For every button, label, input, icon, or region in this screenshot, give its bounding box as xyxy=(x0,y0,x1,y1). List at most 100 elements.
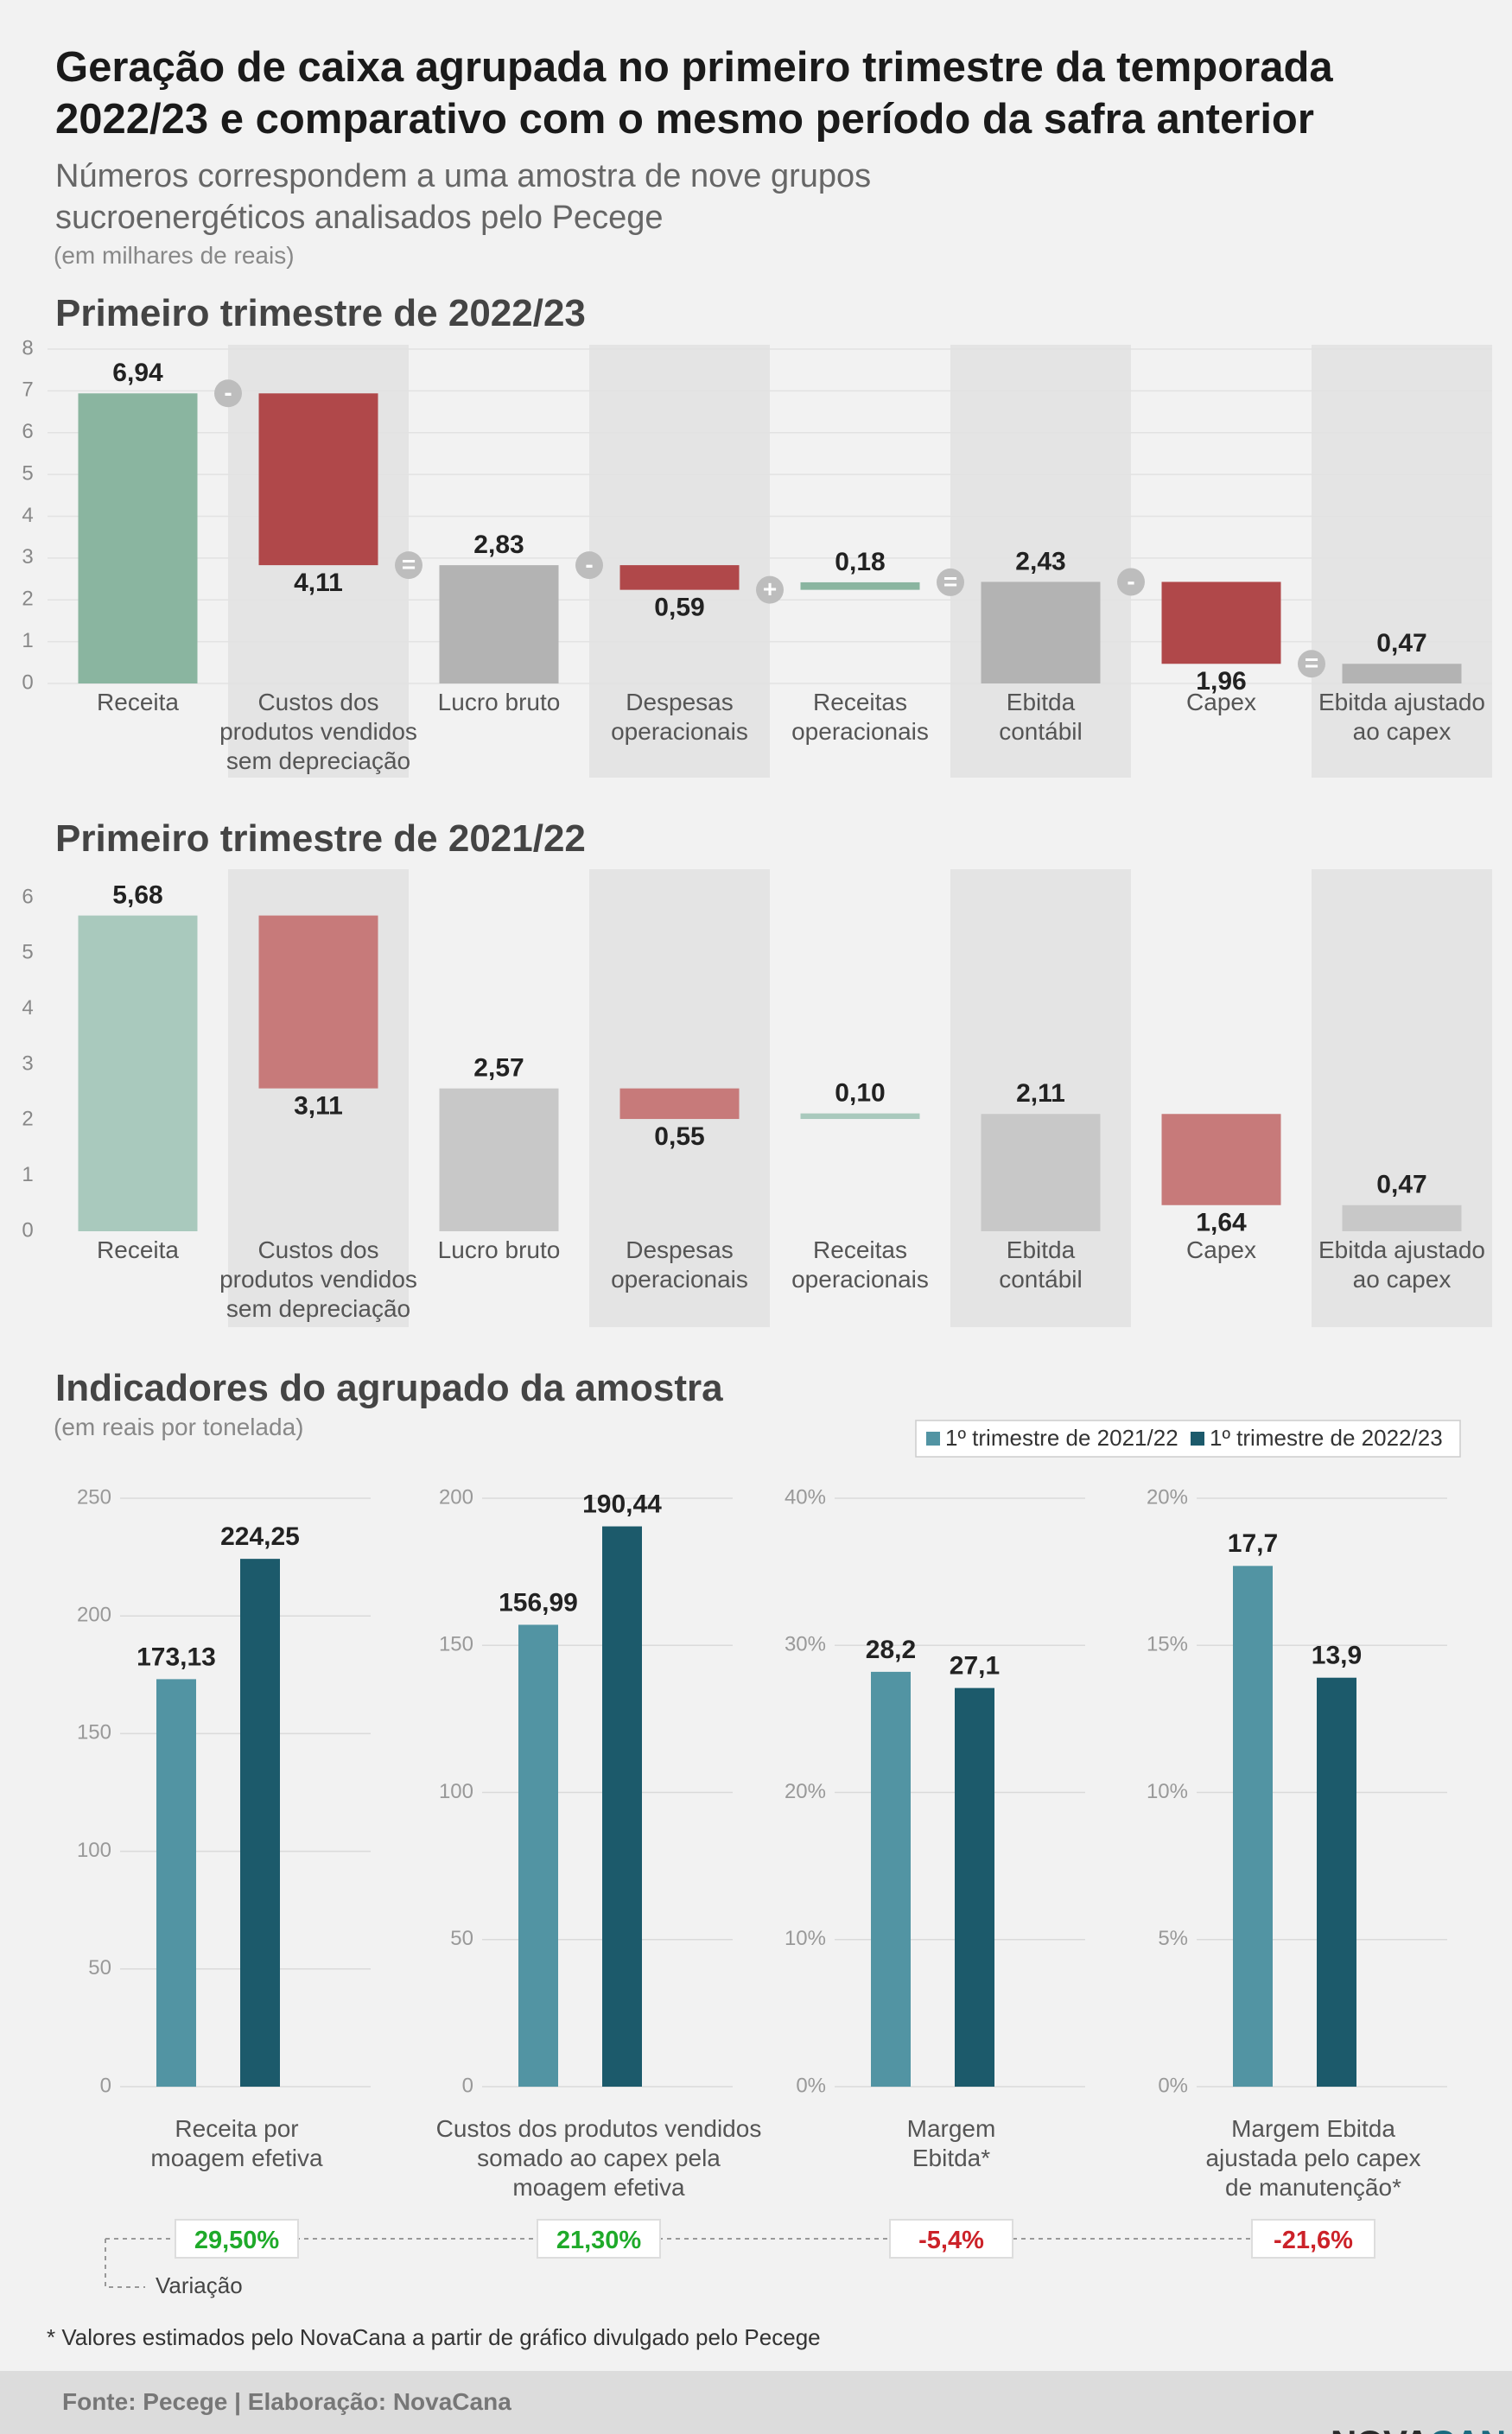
source: Fonte: Pecege | Elaboração: NovaCana xyxy=(62,2388,511,2415)
y-tick-label: 200 xyxy=(77,1604,111,1627)
operator: = xyxy=(1305,650,1318,677)
y-tick-label: 0 xyxy=(462,2074,473,2097)
y-tick-label: 20% xyxy=(785,1780,826,1803)
legend-swatch xyxy=(1191,1432,1204,1446)
section-title: Indicadores do agrupado da amostra xyxy=(55,1367,723,1409)
x-tick-label: Lucro bruto xyxy=(437,1236,561,1263)
y-tick-label: 7 xyxy=(22,378,33,402)
y-tick-label: 6 xyxy=(22,420,33,443)
y-tick-label: 15% xyxy=(1147,1633,1188,1656)
x-tick-label: Ebitda ajustado ao capex xyxy=(1318,689,1486,745)
y-tick-label: 10% xyxy=(785,1927,826,1950)
logo: NOVACANA xyxy=(1331,2381,1512,2434)
bar xyxy=(1233,1566,1273,2087)
value-label: 0,55 xyxy=(654,1122,704,1151)
value-label: 1,96 xyxy=(1196,667,1246,696)
bar xyxy=(955,1687,994,2087)
variation-box: -5,4% xyxy=(889,2219,1013,2259)
operator: = xyxy=(402,550,416,577)
waterfall-bar xyxy=(439,565,559,683)
x-tick-label: Custos dos produtos vendidos sem depreci… xyxy=(219,689,417,774)
waterfall-bar xyxy=(258,915,378,1089)
waterfall-bar xyxy=(800,1113,920,1120)
x-tick-label: Despesas operacionais xyxy=(611,689,748,745)
y-tick-label: 50 xyxy=(88,1956,111,1980)
y-tick-label: 150 xyxy=(77,1721,111,1744)
bar xyxy=(156,1679,196,2087)
column-shade xyxy=(950,345,1131,778)
operator: - xyxy=(224,379,232,406)
bar xyxy=(240,1559,280,2087)
waterfall-bar xyxy=(1161,581,1281,664)
y-tick-label: 3 xyxy=(22,545,33,569)
y-tick-label: 20% xyxy=(1147,1485,1188,1509)
operator-badge xyxy=(395,551,422,580)
x-tick-label: Custos dos produtos vendidos sem depreci… xyxy=(219,1236,417,1322)
operator-badge xyxy=(214,379,242,408)
legend-box xyxy=(915,1420,1461,1458)
x-tick-label: Receita xyxy=(97,1236,179,1263)
x-tick-label: Receita xyxy=(97,689,179,715)
operator-badge xyxy=(1298,650,1325,678)
value-label: 224,25 xyxy=(220,1522,300,1551)
value-label: 3,11 xyxy=(294,1092,343,1121)
legend-swatch xyxy=(926,1432,940,1446)
column-shade xyxy=(1312,869,1492,1327)
y-tick-label: 0 xyxy=(100,2074,111,2097)
waterfall-bar xyxy=(800,581,920,590)
operator-badge xyxy=(937,568,964,596)
y-tick-label: 0 xyxy=(22,670,33,694)
value-label: 27,1 xyxy=(950,1652,1000,1681)
chart-title: Primeiro trimestre de 2021/22 xyxy=(55,817,586,860)
y-tick-label: 0 xyxy=(22,1218,33,1242)
y-tick-label: 8 xyxy=(22,336,33,359)
operator: = xyxy=(943,568,957,594)
value-label: 0,18 xyxy=(835,548,885,576)
chart-title: Primeiro trimestre de 2022/23 xyxy=(55,292,586,334)
legend-label: 1º trimestre de 2022/23 xyxy=(1210,1425,1443,1451)
footnote: * Valores estimados pelo NovaCana a part… xyxy=(47,2324,821,2350)
x-tick-label: Ebitda contábil xyxy=(999,1236,1083,1293)
x-tick-label: Ebitda contábil xyxy=(999,689,1083,745)
value-label: 0,59 xyxy=(654,594,704,622)
legend-label: 1º trimestre de 2021/22 xyxy=(945,1425,1178,1451)
value-label: 4,11 xyxy=(294,569,343,597)
waterfall-bar xyxy=(78,915,198,1231)
operator: - xyxy=(585,550,593,577)
waterfall-bar xyxy=(619,1088,740,1120)
x-tick-label: Lucro bruto xyxy=(437,689,561,715)
variation-box: 21,30% xyxy=(537,2219,661,2259)
unit-note: (em milhares de reais) xyxy=(54,242,295,269)
y-tick-label: 3 xyxy=(22,1052,33,1075)
y-tick-label: 1 xyxy=(22,1163,33,1186)
variation-box: 29,50% xyxy=(175,2219,299,2259)
x-tick-label: Capex xyxy=(1186,1236,1256,1263)
y-tick-label: 4 xyxy=(22,996,33,1020)
x-tick-label: Receitas operacionais xyxy=(791,1236,929,1293)
y-tick-label: 2 xyxy=(22,1108,33,1131)
waterfall-bar xyxy=(619,565,740,590)
y-tick-label: 200 xyxy=(439,1485,473,1509)
waterfall-bar xyxy=(258,393,378,566)
y-tick-label: 0% xyxy=(1158,2074,1188,2097)
footer-band xyxy=(0,2371,1512,2434)
operator-badge xyxy=(575,551,603,580)
value-label: 0,47 xyxy=(1376,1171,1426,1199)
logo-right: CANA xyxy=(1429,2423,1512,2434)
value-label: 0,10 xyxy=(835,1079,885,1108)
waterfall-bar xyxy=(439,1088,559,1231)
y-tick-label: 150 xyxy=(439,1633,473,1656)
y-tick-label: 10% xyxy=(1147,1780,1188,1803)
column-shade xyxy=(1312,345,1492,778)
value-label: 0,47 xyxy=(1376,629,1426,658)
value-label: 6,94 xyxy=(112,359,163,387)
waterfall-bar xyxy=(981,581,1101,683)
column-shade xyxy=(950,869,1131,1327)
value-label: 156,99 xyxy=(499,1588,578,1617)
operator-badge xyxy=(756,575,784,604)
x-tick-label: Despesas operacionais xyxy=(611,1236,748,1293)
y-tick-label: 30% xyxy=(785,1633,826,1656)
bar xyxy=(602,1526,642,2087)
waterfall-bar xyxy=(1342,1204,1462,1231)
